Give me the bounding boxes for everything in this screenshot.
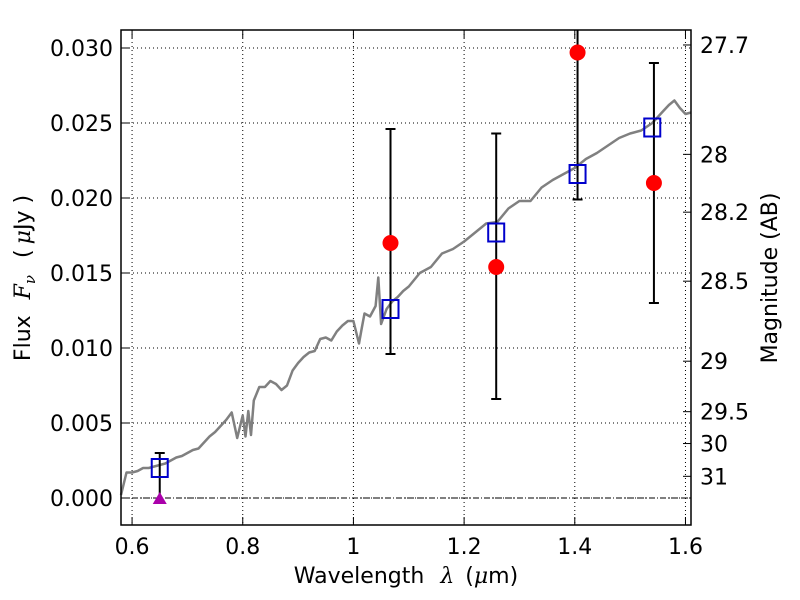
markers: [150, 44, 662, 504]
magnitude-tick-label: 28.2: [700, 201, 749, 226]
magnitude-tick-label: 29.5: [700, 401, 749, 426]
model-square-marker: [643, 117, 662, 138]
model-spectrum: [119, 99, 692, 496]
y-tick-label: 0.025: [50, 112, 113, 137]
y-tick-labels: 0.000 0.005 0.010 0.015 0.020 0.025 0.030: [50, 37, 113, 512]
spectrum-line: [119, 99, 692, 496]
x-tick-label: 0.6: [115, 535, 150, 560]
magnitude-tick-label: 30: [700, 433, 728, 458]
plot-frame: [120, 29, 692, 526]
magnitude-tick-label: 29: [700, 350, 728, 375]
model-square-marker: [568, 164, 587, 184]
y-tick-label: 0.015: [50, 262, 113, 287]
observed-circle-marker: [569, 44, 586, 61]
observed-circle-marker: [488, 259, 505, 275]
x-axis-label: Wavelength λ (μm): [294, 564, 518, 589]
y-axis-label: Flux Fν (μJy ): [11, 195, 41, 361]
y-tick-label: 0.005: [50, 412, 113, 437]
magnitude-tick-labels: 27.7 28 28.2 28.5 29 29.5 30 31: [700, 34, 749, 490]
model-square-marker: [381, 299, 400, 319]
observed-circle-marker: [645, 175, 662, 191]
upper-limit-triangle-marker: [152, 492, 167, 504]
magnitude-tick-label: 28.5: [700, 270, 749, 295]
magnitude-tick-label: 31: [700, 465, 728, 490]
x-tick-labels: 0.6 0.8 1 1.2 1.4 1.6: [115, 535, 703, 560]
y-tick-label: 0.000: [50, 487, 113, 512]
x-tick-label: 0.8: [225, 535, 260, 560]
x-tick-label: 1.4: [557, 535, 592, 560]
y-tick-label: 0.030: [50, 37, 113, 62]
error-bars: [154, 30, 659, 498]
y-tick-label: 0.010: [50, 337, 113, 362]
tick-marks: [121, 30, 691, 525]
magnitude-tick-label: 27.7: [700, 34, 749, 59]
x-tick-label: 1: [346, 535, 360, 560]
grid: [121, 30, 691, 525]
y2-axis-label: Magnitude (AB): [758, 193, 783, 364]
magnitude-tick-label: 28: [700, 143, 728, 168]
x-tick-label: 1.2: [447, 535, 482, 560]
model-square-marker: [487, 222, 506, 243]
observed-circle-marker: [382, 235, 399, 251]
x-tick-label: 1.6: [668, 535, 703, 560]
y-tick-label: 0.020: [50, 187, 113, 212]
model-square-marker: [150, 458, 169, 478]
